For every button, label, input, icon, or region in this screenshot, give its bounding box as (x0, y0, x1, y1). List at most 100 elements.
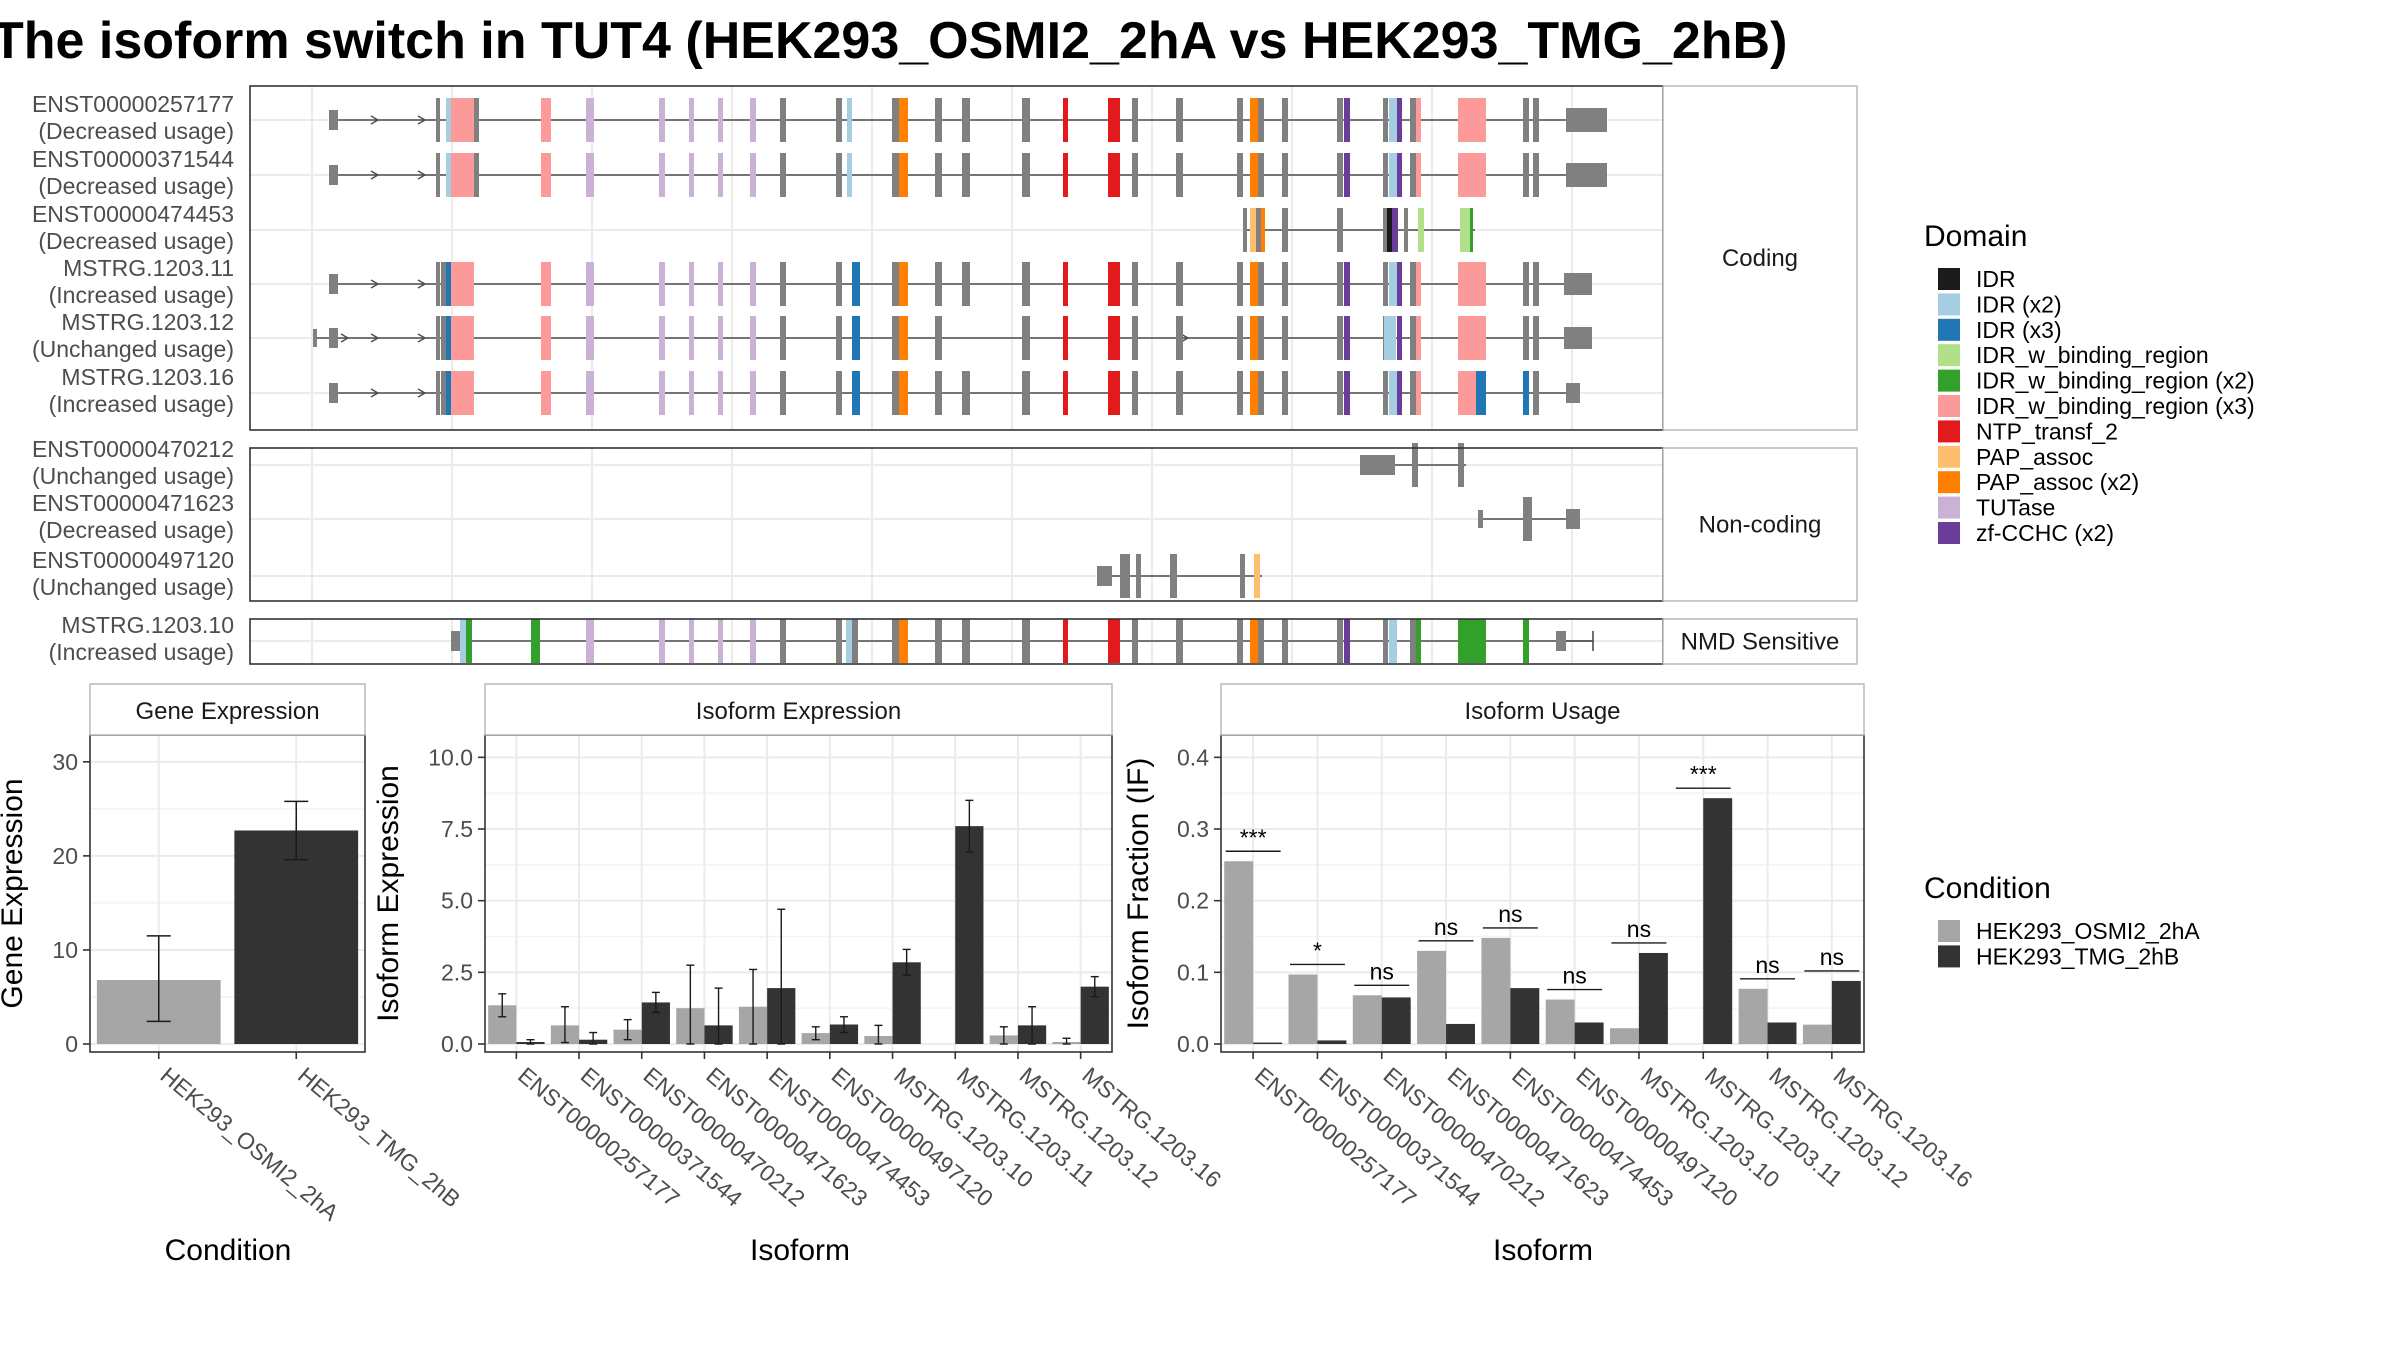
exon (836, 619, 842, 663)
significance-label: ns (1563, 963, 1587, 989)
transcript-id: MSTRG.1203.12 (61, 309, 234, 335)
domain-exon (1344, 262, 1350, 306)
exon (780, 371, 786, 415)
exon (1022, 262, 1030, 306)
domain-legend-label: PAP_assoc (x2) (1976, 469, 2139, 495)
domain-exon (899, 98, 908, 142)
domain-exon (899, 371, 908, 415)
transcript-usage: (Increased usage) (49, 639, 234, 665)
strand-arrow (370, 279, 380, 289)
domain-exon (586, 619, 594, 663)
domain-exon (1387, 208, 1392, 252)
exon (329, 383, 338, 403)
exon (935, 153, 942, 197)
exon (1132, 262, 1138, 306)
exon (1258, 98, 1264, 142)
plot-background (485, 735, 1112, 1052)
domain-legend-label: zf-CCHC (x2) (1976, 520, 2114, 546)
exon (1556, 631, 1566, 651)
domain-exon (541, 316, 551, 360)
domain-exon (899, 316, 908, 360)
exon (441, 371, 446, 415)
y-tick-label: 0.1 (1177, 959, 1209, 985)
exon (852, 619, 858, 663)
domain-exon (689, 619, 694, 663)
strip-box (1662, 618, 1858, 665)
domain-exon (1344, 98, 1350, 142)
domain-exon (541, 371, 551, 415)
transcript-usage: (Unchanged usage) (32, 574, 234, 600)
exon (1120, 554, 1130, 598)
transcript-usage: (Unchanged usage) (32, 336, 234, 362)
domain-exon (1114, 153, 1120, 197)
domain-exon (541, 98, 551, 142)
bar (1703, 798, 1733, 1044)
domain-exon (1344, 316, 1350, 360)
bar (1802, 1024, 1832, 1044)
domain-exon (718, 98, 723, 142)
transcript-usage: (Decreased usage) (38, 228, 234, 254)
exon (1176, 316, 1183, 360)
transcript-model (1478, 497, 1580, 541)
transcript-panel-non-coding: Non-coding (249, 443, 1858, 602)
transcript-model (329, 371, 1580, 415)
domain-exon (659, 98, 665, 142)
domain-exon (1114, 619, 1120, 663)
exon (1176, 619, 1183, 663)
domain-exon (1114, 262, 1120, 306)
y-tick-label: 20 (52, 843, 78, 869)
transcript-panel-coding: Coding (249, 85, 1858, 431)
domain-legend-label: TUTase (1976, 495, 2055, 521)
exon (962, 371, 970, 415)
transcript-id: ENST00000474453 (32, 201, 234, 227)
domain-exon (1389, 371, 1397, 415)
y-tick-label: 0.0 (441, 1031, 473, 1057)
domain-exon (586, 262, 594, 306)
exon (836, 371, 842, 415)
domain-exon (899, 262, 908, 306)
domain-exon (446, 98, 451, 142)
domain-exon (1250, 98, 1258, 142)
domain-legend-label: IDR_w_binding_region (1976, 342, 2209, 368)
exon (1337, 262, 1343, 306)
significance-label: ns (1820, 944, 1844, 970)
exon (451, 631, 460, 651)
domain-legend-label: IDR_w_binding_region (x2) (1976, 368, 2255, 394)
domain-exon (466, 619, 472, 663)
domain-exon (1389, 153, 1397, 197)
domain-legend-title: Domain (1924, 220, 2027, 253)
domain-exon (659, 316, 665, 360)
bar (1610, 1028, 1639, 1044)
domain-legend-swatch (1938, 318, 1960, 341)
exon (1282, 262, 1288, 306)
domain-exon (852, 262, 860, 306)
exon (1383, 262, 1388, 306)
exon (1258, 262, 1264, 306)
exon (1258, 371, 1264, 415)
domain-exon (689, 98, 694, 142)
exon (836, 153, 842, 197)
exon (892, 98, 900, 142)
exon (1410, 316, 1417, 360)
domain-exon (1416, 262, 1421, 306)
exon (935, 371, 942, 415)
exon (329, 328, 338, 348)
exon (1383, 98, 1388, 142)
exon (1132, 153, 1138, 197)
exon (836, 316, 842, 360)
strip-label: NMD Sensitive (1681, 629, 1840, 656)
transcript-usage: (Increased usage) (49, 391, 234, 417)
domain-legend-label: NTP_transf_2 (1976, 418, 2118, 444)
exon (1132, 619, 1138, 663)
transcript-model (329, 98, 1607, 142)
y-tick-label: 30 (52, 749, 78, 775)
strand-arrow (417, 279, 427, 289)
significance-label: ns (1498, 901, 1522, 927)
bar (1574, 1022, 1604, 1044)
domain-exon (1523, 619, 1529, 663)
y-tick-label: 0.3 (1177, 816, 1209, 842)
domain-exon (1392, 208, 1398, 252)
exon (1383, 208, 1387, 252)
